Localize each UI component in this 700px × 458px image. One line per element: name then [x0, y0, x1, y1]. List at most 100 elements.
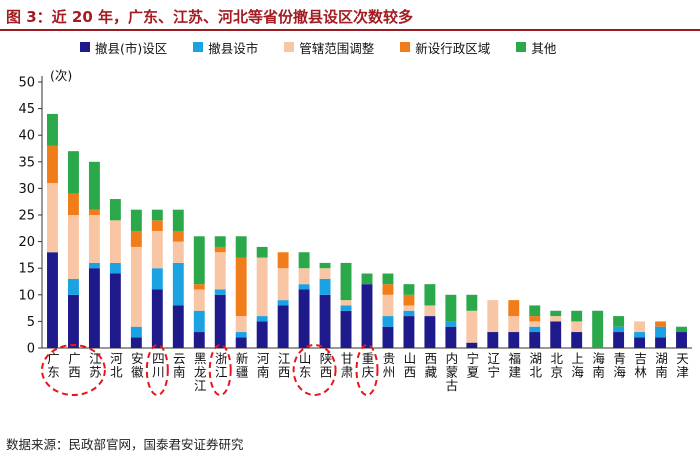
bar-segment — [235, 316, 247, 333]
bar-segment — [655, 337, 666, 348]
x-tick-label-char: 东 — [299, 365, 312, 380]
bar-segment — [235, 236, 247, 258]
x-tick-label-char: 江 — [278, 351, 291, 366]
bar-segment — [382, 284, 394, 295]
x-tick-label-char: 庆 — [362, 365, 375, 380]
x-tick-label-char: 南 — [257, 365, 270, 380]
bar-segment — [130, 246, 142, 327]
bar-segment — [68, 193, 79, 215]
x-tick-label-char: 广 — [47, 351, 60, 366]
x-tick-label-char: 宁 — [467, 351, 480, 366]
legend-item: 其他 — [516, 38, 556, 56]
x-tick-label-char: 四 — [152, 351, 165, 366]
legend-swatch — [400, 42, 411, 52]
bar-segment — [151, 268, 163, 290]
bar-segment — [424, 305, 436, 317]
legend-item: 管辖范围调整 — [284, 38, 374, 56]
x-tick-label-char: 云 — [173, 351, 186, 366]
x-tick-label-char: 龙 — [194, 365, 207, 380]
bar-segment — [361, 273, 373, 285]
bar-segment — [571, 321, 583, 333]
x-tick-label-char: 林 — [634, 365, 647, 380]
x-tick-label-char: 苏 — [89, 365, 102, 380]
bar-segment — [424, 284, 436, 306]
bar-segment — [88, 209, 100, 215]
bar-segment — [130, 326, 142, 338]
bar-segment — [193, 284, 205, 290]
x-tick-label-char: 重 — [362, 351, 375, 366]
y-tick-label: 40 — [18, 129, 35, 144]
x-tick-label-char: 夏 — [467, 365, 480, 380]
y-tick-label: 0 — [27, 342, 35, 357]
bar-segment — [361, 284, 373, 348]
x-tick-label-char: 古 — [446, 378, 459, 393]
bar-segment — [193, 310, 205, 333]
x-tick-label-char: 河 — [110, 351, 123, 366]
bar-segment — [68, 151, 79, 194]
bar-segment — [529, 332, 541, 348]
x-tick-label-char: 徽 — [131, 365, 144, 380]
legend-item: 新设行政区域 — [400, 38, 490, 56]
bar-segment — [256, 257, 268, 317]
bar-segment — [445, 326, 457, 348]
bar-segment — [298, 284, 310, 290]
bar-segment — [466, 294, 478, 311]
y-tick-label: 20 — [18, 235, 35, 250]
x-tick-label-char: 西 — [278, 365, 291, 380]
bar-segment — [214, 252, 226, 290]
legend-swatch — [80, 42, 90, 52]
bar-segment — [340, 300, 352, 306]
x-tick-label-char: 西 — [425, 351, 438, 366]
bar-segment — [634, 332, 646, 338]
legend-swatch — [284, 42, 295, 52]
bar-segment — [193, 236, 205, 285]
legend-item: 撤县(市)设区 — [80, 38, 167, 56]
bar-segment — [172, 262, 184, 306]
bar-segment — [109, 199, 121, 221]
bar-segment — [403, 310, 415, 317]
bar-segment — [130, 337, 142, 348]
x-tick-label-char: 疆 — [236, 365, 249, 380]
bar-segment — [466, 310, 478, 343]
bar-segment — [340, 310, 352, 348]
bar-segment — [529, 321, 541, 327]
bar-segment — [319, 262, 331, 269]
x-tick-label-char: 吉 — [634, 351, 647, 366]
bar-segment — [214, 246, 226, 253]
bar-segment — [130, 209, 142, 231]
bar-segment — [172, 230, 184, 242]
bar-segment — [382, 294, 394, 317]
x-tick-label-char: 广 — [68, 351, 81, 366]
bar-segment — [109, 220, 121, 263]
bar-segment — [613, 326, 625, 333]
bar-segment — [487, 300, 499, 333]
bar-segment — [466, 342, 478, 348]
bar-segment — [151, 220, 163, 231]
bar-segment — [403, 305, 415, 311]
x-tick-label-char: 藏 — [425, 365, 438, 380]
bar-segment — [68, 215, 79, 279]
x-tick-label-char: 西 — [404, 365, 417, 380]
legend-label: 管辖范围调整 — [299, 40, 375, 56]
x-tick-label-char: 甘 — [341, 351, 354, 366]
bar-segment — [298, 268, 310, 285]
bar-segment — [47, 113, 58, 146]
x-tick-label-char: 宁 — [488, 365, 501, 380]
bar-segment — [487, 332, 499, 348]
bar-segment — [508, 316, 520, 333]
x-tick-label-char: 福 — [509, 351, 522, 366]
x-tick-label-char: 南 — [173, 365, 186, 380]
bar-segment — [340, 262, 352, 301]
highlight-circle — [208, 344, 232, 396]
x-tick-label-char: 海 — [592, 351, 605, 366]
bar-segment — [151, 289, 163, 348]
bar-segment — [634, 337, 646, 348]
bar-segment — [68, 294, 79, 348]
bar-segment — [256, 316, 268, 322]
bar-segment — [592, 310, 604, 348]
bar-segment — [298, 252, 310, 269]
bar-segment — [277, 268, 289, 301]
x-tick-label-char: 湖 — [529, 351, 542, 366]
x-tick-label-char: 津 — [676, 365, 689, 380]
y-tick-label: 35 — [18, 155, 35, 170]
